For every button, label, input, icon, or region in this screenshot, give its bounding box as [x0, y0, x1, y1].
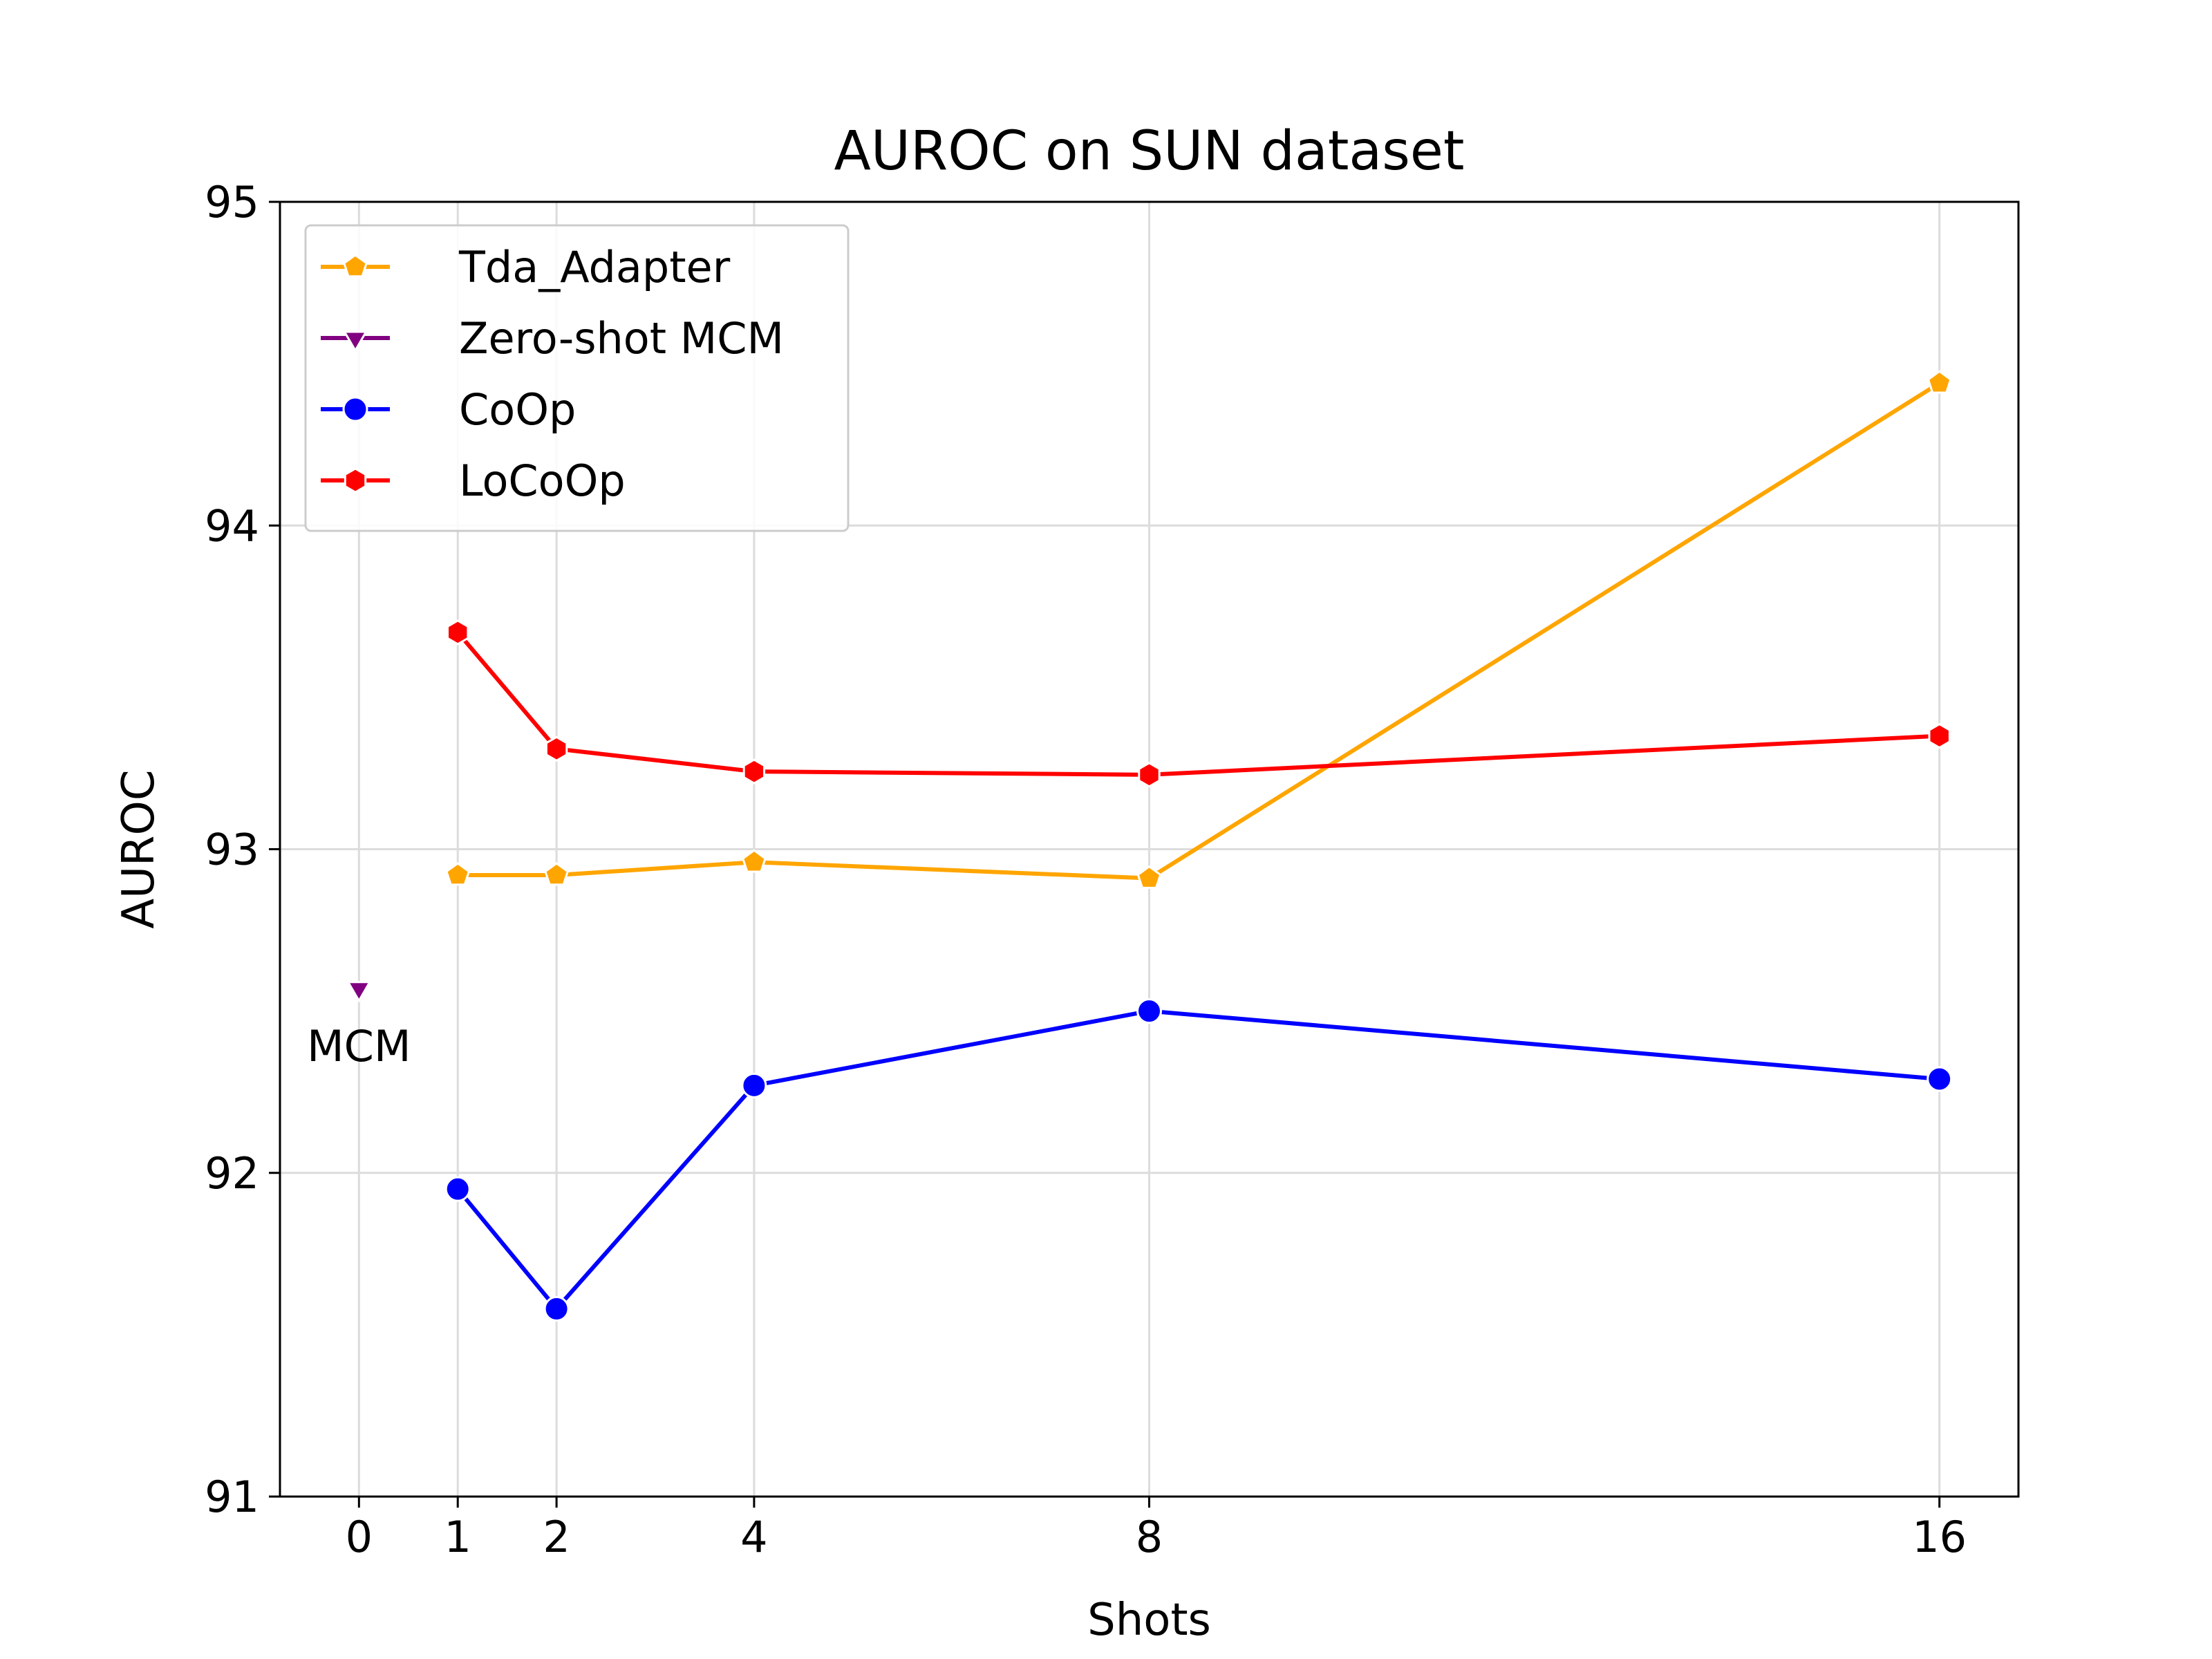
series-locoop — [447, 619, 1951, 788]
data-point — [1927, 370, 1952, 394]
legend-label: Tda_Adapter — [458, 242, 731, 292]
legend-label: Zero-shot MCM — [459, 313, 784, 364]
y-axis-label: AUROC — [113, 769, 165, 928]
data-point — [1136, 998, 1162, 1024]
x-tick-label: 0 — [346, 1512, 373, 1562]
data-point — [742, 758, 766, 785]
x-axis-label: Shots — [1087, 1595, 1211, 1646]
legend-marker — [342, 330, 368, 353]
data-point — [741, 1072, 767, 1098]
x-tick-label: 8 — [1136, 1512, 1163, 1562]
legend-item: LoCoOp — [321, 456, 626, 506]
data-point — [445, 862, 471, 886]
y-tick-label: 94 — [205, 500, 259, 551]
series-tda-adapter — [445, 370, 1952, 889]
x-tick-label: 1 — [444, 1512, 471, 1562]
data-point — [444, 1176, 471, 1202]
chart-title: AUROC on SUN dataset — [834, 120, 1465, 182]
legend-marker — [343, 254, 368, 278]
y-tick-label: 93 — [205, 825, 259, 875]
series-layer — [346, 370, 1953, 1322]
legend-item: Zero-shot MCM — [321, 313, 784, 364]
y-tick-label: 91 — [205, 1472, 259, 1522]
annotation-label: MCM — [307, 1021, 411, 1071]
legend-label: LoCoOp — [459, 456, 626, 506]
annotation-layer: MCM — [307, 1021, 411, 1071]
legend-label: CoOp — [459, 384, 576, 435]
data-point — [346, 981, 372, 1003]
legend-marker — [342, 396, 368, 422]
series-coop — [444, 998, 1953, 1322]
legend-box — [304, 224, 850, 532]
data-point — [545, 735, 568, 762]
legend-item: CoOp — [321, 384, 576, 435]
data-point — [741, 849, 767, 873]
y-tick-label: 95 — [205, 177, 259, 227]
data-point — [543, 1295, 570, 1322]
data-point — [544, 862, 570, 886]
x-tick-label: 2 — [543, 1512, 570, 1562]
series-zero-shot-mcm — [346, 981, 372, 1003]
legend: Tda_Adapter Zero-shot MCM CoOp LoCoOp — [304, 224, 850, 532]
data-point — [1927, 1066, 1953, 1092]
data-point — [1138, 762, 1161, 788]
y-tick-label: 92 — [205, 1148, 259, 1199]
x-tick-label: 16 — [1912, 1512, 1967, 1562]
data-point — [1136, 865, 1162, 889]
data-point — [1928, 722, 1951, 749]
x-tick-label: 4 — [740, 1512, 767, 1562]
legend-item: Tda_Adapter — [321, 242, 731, 292]
legend-marker — [344, 467, 367, 494]
data-point — [447, 619, 469, 646]
tick-layer: 0 1 2 4 8 16 91 92 93 94 95 — [205, 177, 1967, 1562]
